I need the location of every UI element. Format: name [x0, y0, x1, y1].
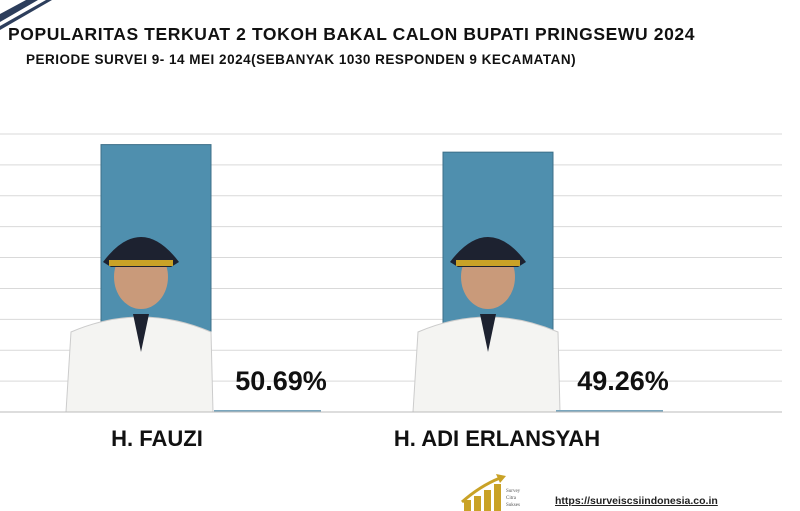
value-label: 49.26%	[577, 366, 669, 396]
survey-logo: Survey Citra Sukses	[461, 474, 521, 511]
svg-text:Survey: Survey	[506, 489, 521, 494]
survey-website-link[interactable]: https://surveiscsiindonesia.co.in	[555, 495, 718, 507]
chart-subtitle: PERIODE SURVEI 9- 14 MEI 2024(SEBANYAK 1…	[26, 52, 577, 67]
chart-title: POPULARITAS TERKUAT 2 TOKOH BAKAL CALON …	[8, 24, 696, 44]
category-label: H. ADI ERLANSYAH	[394, 426, 600, 451]
svg-text:Sukses: Sukses	[506, 503, 520, 508]
value-label: 50.69%	[235, 366, 327, 396]
category-label: H. FAUZI	[111, 426, 203, 451]
svg-text:Citra: Citra	[506, 496, 517, 501]
bar-chart: 50.69% H. FAUZI 49.26% H. ADI ERLANSYAH	[0, 133, 782, 451]
candidate-photo	[65, 237, 214, 413]
candidate-photo	[412, 237, 561, 413]
corner-stripe-decoration	[0, 0, 52, 30]
